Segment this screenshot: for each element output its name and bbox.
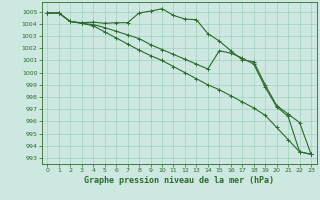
X-axis label: Graphe pression niveau de la mer (hPa): Graphe pression niveau de la mer (hPa) <box>84 176 274 185</box>
